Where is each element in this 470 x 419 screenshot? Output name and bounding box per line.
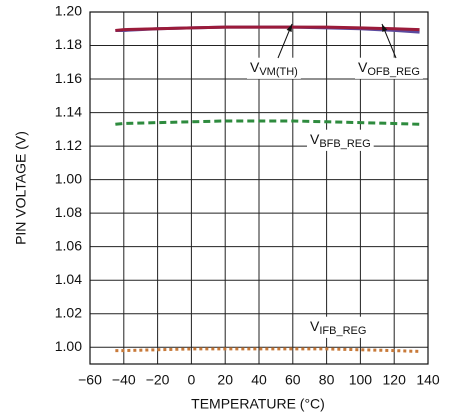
x-tick-label: −40 [112, 372, 136, 388]
series-line [115, 347, 420, 353]
series-subscript: OFB_REG [367, 66, 420, 78]
lines [115, 25, 420, 353]
label-background [247, 57, 301, 79]
x-tick-label: 0 [188, 372, 196, 388]
y-tick-label: 1.14 [55, 103, 82, 119]
series-name: V [250, 59, 260, 75]
x-tick-label: 120 [383, 372, 407, 388]
y-tick-label: 1.08 [55, 204, 82, 220]
x-axis-label: TEMPERATURE (°C) [191, 396, 325, 412]
y-axis-label: PIN VOLTAGE (V) [13, 131, 29, 245]
x-tick-label: 40 [251, 372, 267, 388]
y-tick-label: 1.00 [55, 338, 82, 354]
y-tick-label: 1.18 [55, 36, 82, 52]
series-name: V [310, 318, 320, 334]
series-label: VVM(TH) [250, 59, 298, 78]
x-tick-label: 140 [416, 372, 440, 388]
x-tick-label: −60 [78, 372, 102, 388]
y-tick-label: 1.12 [55, 137, 82, 153]
label-background [307, 316, 370, 338]
x-tick-label: 100 [349, 372, 373, 388]
y-tick-label: 1.20 [55, 3, 82, 19]
series-label: VBFB_REG [310, 131, 371, 150]
y-tick-label: 1.02 [55, 304, 82, 320]
y-tick-label: 1.06 [55, 237, 82, 253]
x-tick-label: 60 [285, 372, 301, 388]
series-label: VOFB_REG [358, 59, 420, 78]
y-tick-label: 1.04 [55, 271, 82, 287]
label-background [307, 129, 374, 151]
series-subscript: BFB_REG [319, 138, 370, 150]
series-line [115, 119, 420, 126]
arrow-head [382, 24, 388, 32]
x-tick-label: 20 [217, 372, 233, 388]
series-name: V [310, 131, 320, 147]
grid: 1.20 1.18 1.16 1.14 1.12 1.00 1.08 1.06 1.04 1.02… [55, 3, 440, 388]
series-line [115, 25, 420, 32]
y-tick-label: 1.00 [55, 170, 82, 186]
plot-frame [89, 11, 429, 365]
x-tick-label: 80 [319, 372, 335, 388]
series-name: V [358, 59, 368, 75]
series-label: VIFB_REG [310, 318, 366, 337]
series-subscript: IFB_REG [319, 325, 366, 337]
series-subscript: VM(TH) [259, 66, 298, 78]
label-background [355, 57, 423, 79]
x-tick-label: −20 [146, 372, 170, 388]
arrow-head [286, 24, 292, 32]
y-tick-label: 1.16 [55, 70, 82, 86]
